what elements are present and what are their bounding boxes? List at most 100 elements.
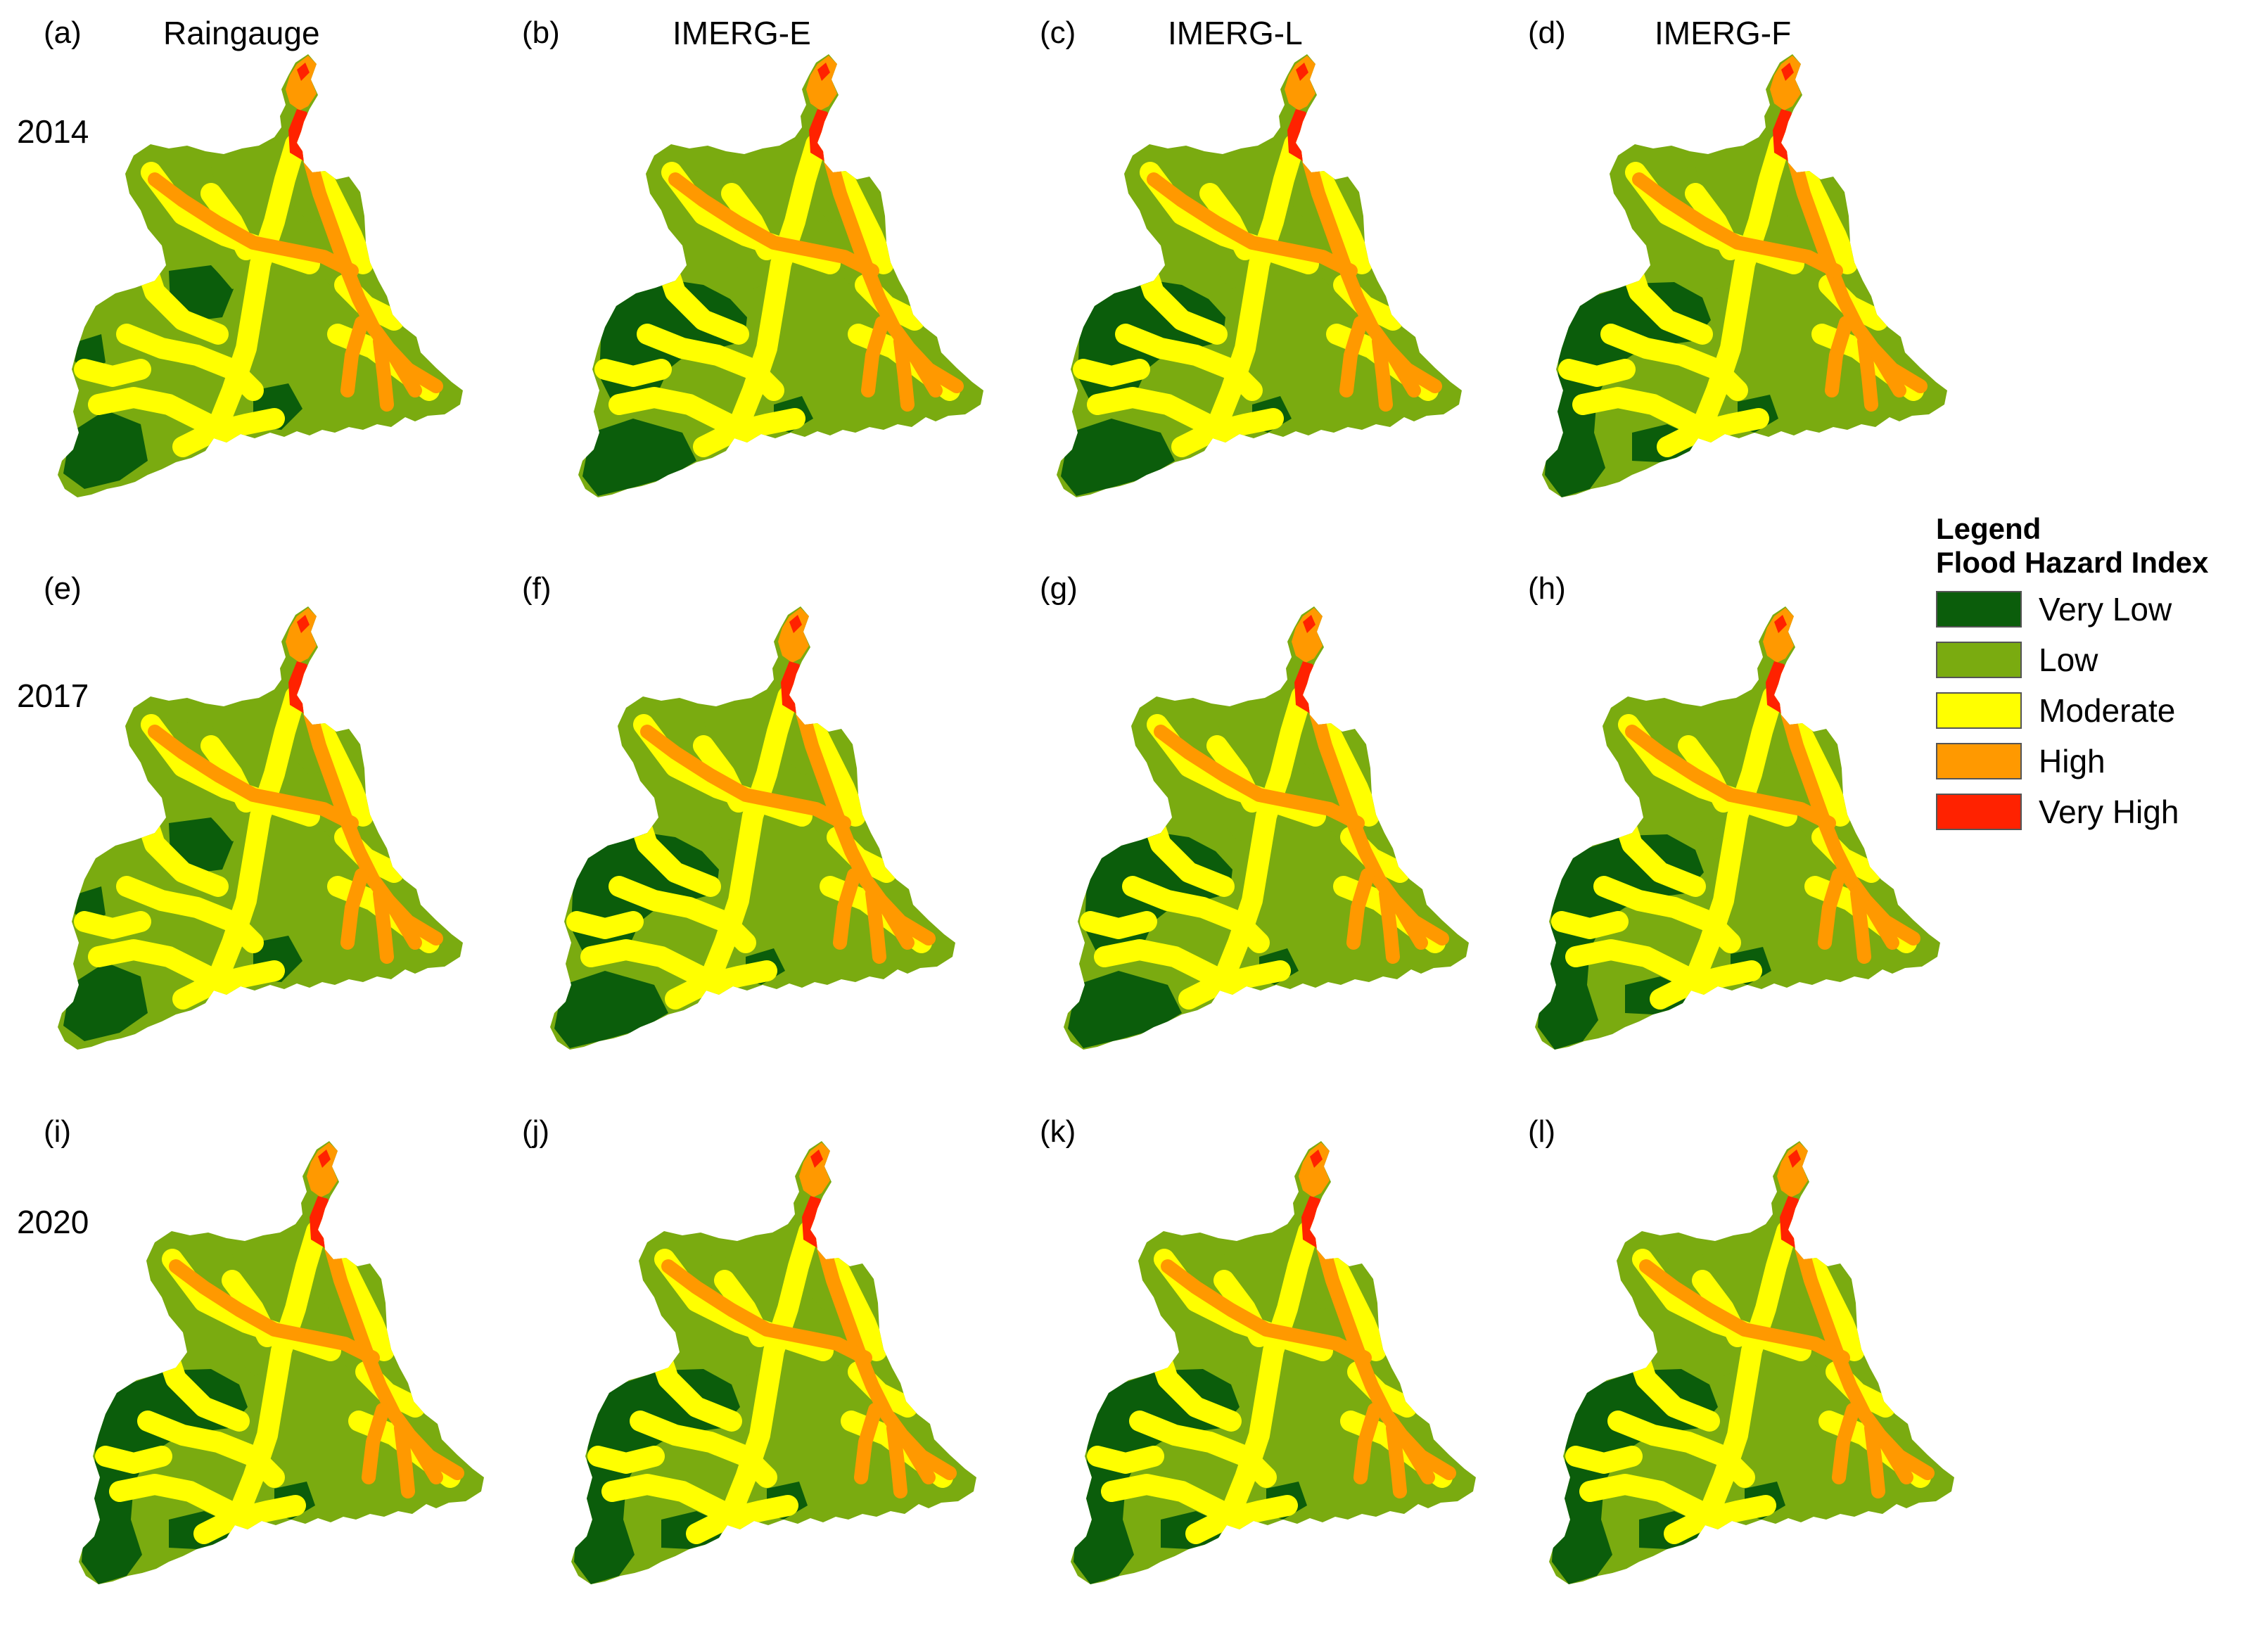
hazard-zone-high <box>169 1259 380 1365</box>
hazard-zone-high <box>286 56 317 110</box>
map-panel-i <box>63 1126 514 1611</box>
hazard-zone-high <box>1770 56 1801 110</box>
hazard-zone-high <box>833 868 861 950</box>
hazard-zone-high <box>1850 886 1871 964</box>
hazard-zone-high <box>394 1421 415 1498</box>
panel-label-b: (b) <box>522 15 560 50</box>
hazard-zone-very-high <box>809 109 846 161</box>
hazard-zone-high <box>806 56 837 110</box>
hazard-zone-moderate <box>1319 721 1380 827</box>
hazard-zone-high <box>1871 348 1906 397</box>
legend-item-moderate: Moderate <box>1936 689 2260 732</box>
hazard-zone-high <box>1285 56 1315 110</box>
year-label-2017: 2017 <box>17 677 89 714</box>
hazard-zone-high <box>668 172 879 278</box>
hazard-zone-moderate <box>1797 169 1858 274</box>
panel-label-a: (a) <box>44 15 82 50</box>
hazard-zone-moderate <box>1804 1256 1865 1361</box>
hazard-zone-very-low <box>63 962 148 1041</box>
map-panel-g <box>1048 591 1498 1076</box>
hazard-zone-moderate <box>1657 408 1769 457</box>
hazard-zone-moderate <box>1178 960 1291 1010</box>
hazard-zone-very-high <box>297 63 310 81</box>
legend-label-very-high: Very High <box>2039 794 2179 830</box>
hazard-zone-high <box>373 334 394 412</box>
hazard-zone-moderate <box>805 721 866 827</box>
legend-swatch-very-low <box>1936 591 2022 628</box>
hazard-zone-high <box>1299 1142 1330 1197</box>
map-panel-b <box>563 39 1013 524</box>
hazard-zone-very-low <box>82 1369 248 1584</box>
hazard-zone-moderate <box>1115 324 1263 401</box>
column-title-imerg-f: IMERG-F <box>1655 15 1792 51</box>
hazard-zone-moderate <box>594 359 672 387</box>
panel-label-f: (f) <box>522 571 552 606</box>
hazard-zone-very-high <box>288 661 325 713</box>
hazard-zone-high <box>1763 608 1794 663</box>
hazard-zone-high <box>886 1421 907 1498</box>
hazard-zone-high <box>1154 725 1365 830</box>
year-label-2014: 2014 <box>17 113 89 150</box>
hazard-zone-very-low <box>1538 834 1704 1050</box>
legend-swatch-very-high <box>1936 794 2022 830</box>
hazard-zone-high <box>879 900 915 950</box>
hazard-zone-moderate <box>834 169 894 274</box>
hazard-zone-very-high <box>1287 109 1324 161</box>
hazard-zone-moderate <box>1664 1495 1776 1544</box>
hazard-zone-high <box>1625 725 1836 830</box>
hazard-zone-moderate <box>74 359 151 387</box>
hazard-zone-high <box>865 886 886 964</box>
map-panel-e <box>42 591 492 1076</box>
map-panel-f <box>535 591 985 1076</box>
hazard-zone-very-high <box>297 615 310 633</box>
column-title-raingauge: Raingauge <box>163 15 320 51</box>
hazard-zone-high <box>1161 1259 1372 1365</box>
hazard-zone-moderate <box>686 1495 798 1544</box>
hazard-zone-high <box>408 1435 443 1484</box>
hazard-zone-very-high <box>1773 109 1809 161</box>
hazard-zone-moderate <box>1790 721 1851 827</box>
map-panel-d <box>1527 39 1977 524</box>
hazard-zone-moderate <box>74 911 151 939</box>
hazard-zone-moderate <box>193 1495 306 1544</box>
hazard-zone-moderate <box>116 876 264 953</box>
hazard-zone-very-high <box>1303 615 1315 633</box>
hazard-zone-moderate <box>827 1256 887 1361</box>
legend-label-low: Low <box>2039 642 2098 678</box>
map-panel-j <box>556 1126 1006 1611</box>
hazard-zone-very-high <box>1296 63 1308 81</box>
hazard-zone-moderate <box>609 876 756 953</box>
legend-title: Legend <box>1936 512 2041 545</box>
hazard-zone-very-low <box>1545 282 1711 497</box>
hazard-zone-very-high <box>310 1196 346 1248</box>
hazard-zone-high <box>799 1142 830 1197</box>
hazard-zone-moderate <box>1073 359 1150 387</box>
hazard-zone-very-high <box>288 109 325 161</box>
hazard-zone-very-high <box>1781 63 1794 81</box>
hazard-zone-moderate <box>172 408 285 457</box>
hazard-zone-very-high <box>789 615 802 633</box>
hazard-zone-moderate <box>137 1411 285 1488</box>
column-title-imerg-e: IMERG-E <box>673 15 811 51</box>
panel-label-j: (j) <box>522 1114 550 1149</box>
hazard-zone-high <box>778 608 809 663</box>
hazard-zone-high <box>1825 316 1853 397</box>
hazard-zone-high <box>1400 1435 1435 1484</box>
legend-item-high: High <box>1936 740 2260 782</box>
hazard-zone-high <box>893 334 915 412</box>
hazard-zone-moderate <box>1593 876 1741 953</box>
hazard-zone-moderate <box>313 721 374 827</box>
hazard-zone-very-high <box>1780 1196 1816 1248</box>
panel-label-c: (c) <box>1040 15 1076 50</box>
hazard-zone-very-high <box>1310 1150 1323 1168</box>
hazard-zone-very-low <box>1074 1369 1240 1584</box>
hazard-zone-moderate <box>1087 1446 1164 1474</box>
hazard-zone-high <box>1339 316 1368 397</box>
legend-subtitle: Flood Hazard Index <box>1936 546 2209 579</box>
hazard-zone-high <box>1346 868 1375 950</box>
hazard-zone-high <box>148 172 359 278</box>
hazard-zone-moderate <box>1607 1411 1755 1488</box>
hazard-zone-moderate <box>1171 408 1284 457</box>
hazard-zone-moderate <box>1600 324 1748 401</box>
hazard-zone-moderate <box>1312 169 1372 274</box>
